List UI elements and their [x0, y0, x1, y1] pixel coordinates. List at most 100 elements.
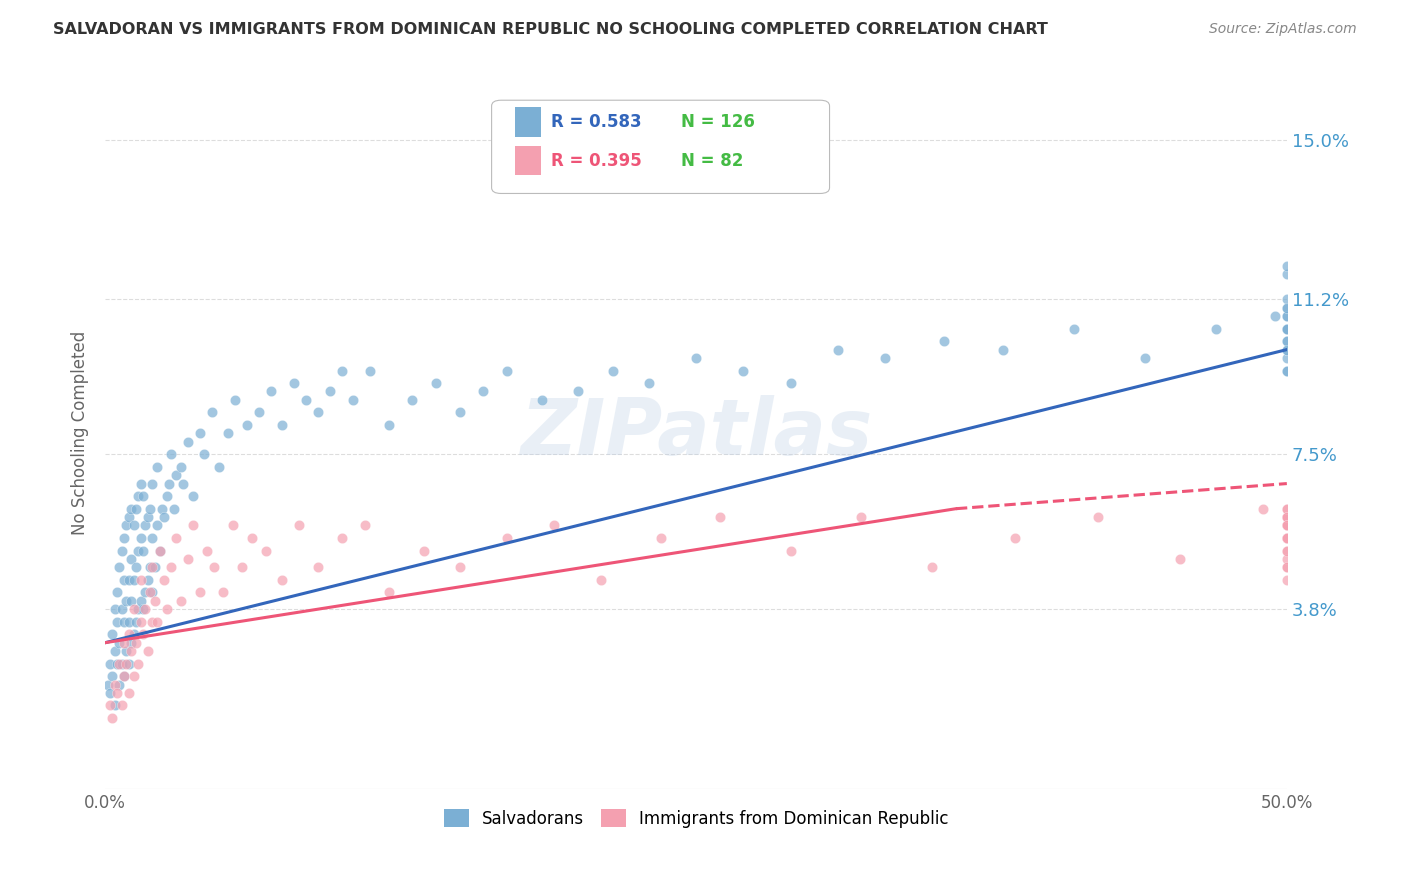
- Point: [1275, 543, 1298, 558]
- Point: [591, 573, 613, 587]
- Point: [112, 669, 135, 683]
- Point: [122, 573, 145, 587]
- Bar: [515, 107, 541, 137]
- Text: ZIPatlas: ZIPatlas: [520, 395, 872, 471]
- Point: [112, 615, 135, 629]
- Point: [112, 531, 135, 545]
- Point: [330, 363, 353, 377]
- Point: [449, 560, 471, 574]
- Y-axis label: No Schooling Completed: No Schooling Completed: [72, 331, 89, 535]
- Point: [288, 518, 311, 533]
- Point: [153, 573, 176, 587]
- Point: [733, 363, 755, 377]
- Point: [105, 615, 128, 629]
- Point: [1275, 259, 1298, 273]
- Point: [98, 698, 121, 713]
- Point: [1275, 510, 1298, 524]
- Point: [496, 531, 519, 545]
- Point: [141, 476, 163, 491]
- Point: [150, 501, 173, 516]
- Point: [181, 518, 204, 533]
- Point: [108, 657, 131, 671]
- Point: [127, 602, 149, 616]
- Point: [160, 560, 183, 574]
- Point: [115, 518, 138, 533]
- Point: [105, 686, 128, 700]
- Point: [1275, 363, 1298, 377]
- Point: [139, 501, 162, 516]
- Point: [101, 711, 124, 725]
- Point: [146, 459, 169, 474]
- Point: [170, 594, 193, 608]
- Point: [202, 560, 225, 574]
- Point: [146, 518, 169, 533]
- Point: [177, 552, 200, 566]
- Point: [136, 510, 159, 524]
- Point: [108, 560, 131, 574]
- Point: [1133, 351, 1156, 365]
- Point: [993, 343, 1015, 357]
- Point: [127, 657, 149, 671]
- Point: [141, 585, 163, 599]
- Point: [143, 594, 166, 608]
- Point: [104, 644, 127, 658]
- Point: [141, 560, 163, 574]
- Point: [1170, 552, 1192, 566]
- Point: [222, 518, 245, 533]
- Point: [1275, 560, 1298, 574]
- Point: [122, 669, 145, 683]
- Point: [1275, 531, 1298, 545]
- Point: [122, 627, 145, 641]
- Point: [101, 627, 124, 641]
- Point: [685, 351, 707, 365]
- Point: [156, 489, 179, 503]
- Point: [240, 531, 263, 545]
- Text: R = 0.583: R = 0.583: [551, 113, 641, 131]
- Point: [1275, 573, 1298, 587]
- Point: [1275, 560, 1298, 574]
- Point: [1205, 321, 1227, 335]
- Point: [1004, 531, 1026, 545]
- Point: [342, 392, 364, 407]
- Point: [143, 560, 166, 574]
- Point: [637, 376, 659, 390]
- Point: [118, 615, 141, 629]
- Point: [120, 501, 142, 516]
- Point: [543, 518, 565, 533]
- Point: [139, 585, 162, 599]
- Point: [115, 594, 138, 608]
- Point: [141, 615, 163, 629]
- Point: [779, 543, 801, 558]
- Point: [1275, 518, 1298, 533]
- Point: [378, 417, 401, 432]
- Point: [165, 531, 187, 545]
- Point: [132, 543, 155, 558]
- Point: [104, 677, 127, 691]
- Point: [827, 343, 849, 357]
- Point: [254, 543, 277, 558]
- Point: [118, 686, 141, 700]
- Point: [875, 351, 897, 365]
- Point: [1275, 309, 1298, 323]
- Point: [217, 426, 239, 441]
- Point: [413, 543, 436, 558]
- Point: [1275, 293, 1298, 307]
- Point: [129, 615, 152, 629]
- Point: [157, 476, 180, 491]
- Point: [378, 585, 401, 599]
- Point: [1275, 351, 1298, 365]
- Point: [188, 585, 211, 599]
- Point: [112, 573, 135, 587]
- Point: [1275, 552, 1298, 566]
- Point: [98, 657, 121, 671]
- Point: [105, 585, 128, 599]
- Point: [307, 405, 329, 419]
- Point: [132, 489, 155, 503]
- Point: [359, 363, 381, 377]
- Point: [129, 573, 152, 587]
- Point: [1251, 501, 1274, 516]
- Point: [567, 384, 589, 399]
- Text: R = 0.395: R = 0.395: [551, 152, 641, 169]
- Point: [172, 476, 194, 491]
- Point: [193, 447, 215, 461]
